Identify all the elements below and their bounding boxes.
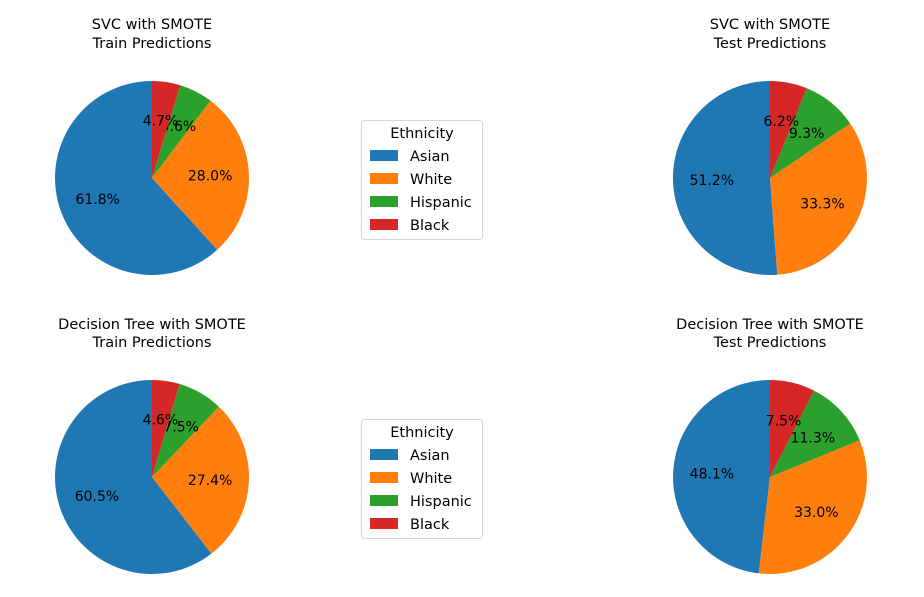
- legend-label-hispanic: Hispanic: [410, 195, 472, 211]
- legend-swatch-hispanic: [370, 196, 398, 207]
- pct-label-hispanic: 7.5%: [163, 420, 199, 436]
- pct-label-black: 7.5%: [766, 413, 802, 429]
- legend-swatch-hispanic: [370, 495, 398, 506]
- legend-swatch-black: [370, 518, 398, 529]
- legend-label-hispanic: Hispanic: [410, 494, 472, 510]
- pct-label-hispanic: 5.6%: [161, 119, 197, 135]
- pie-slice-asian: [54, 81, 218, 275]
- chart-title-line: Decision Tree with SMOTE: [58, 317, 246, 333]
- pie-slice-white: [152, 406, 249, 554]
- pct-label-black: 4.6%: [143, 412, 179, 428]
- chart-title-line: SVC with SMOTE: [710, 17, 830, 33]
- pie-slice-hispanic: [770, 390, 860, 477]
- pie-slice-hispanic: [152, 85, 211, 178]
- pie-chart-1: SVC with SMOTE Train Predictions 61.8% 28.0…: [54, 17, 249, 275]
- chart-title-line: Test Predictions: [713, 335, 827, 351]
- legend: Ethnicity Asian White Hispanic Black: [361, 120, 483, 240]
- pct-label-black: 6.2%: [763, 114, 799, 130]
- legend-label-asian: Asian: [410, 149, 450, 165]
- legend-swatch-asian: [370, 449, 398, 460]
- pct-label-white: 33.0%: [794, 505, 838, 521]
- chart-title-line: Train Predictions: [92, 335, 212, 351]
- pie-chart-3: Decision Tree with SMOTE Train Prediction…: [55, 317, 249, 575]
- pct-label-hispanic: 9.3%: [789, 126, 825, 142]
- pie-slice-hispanic: [770, 88, 851, 178]
- legend-label-white: White: [410, 172, 452, 188]
- pie-slice-black: [770, 81, 807, 178]
- pie-slice-white: [152, 100, 249, 250]
- pie-slice-asian: [672, 80, 778, 275]
- pie-slice-hispanic: [152, 384, 219, 477]
- pie-slice-asian: [55, 380, 212, 575]
- pct-label-black: 4.7%: [143, 113, 179, 129]
- pie-slice-white: [758, 440, 868, 574]
- legend: Ethnicity Asian White Hispanic Black: [361, 419, 483, 539]
- pie-chart-2: SVC with SMOTE Test Predictions 51.2% 33.3%…: [672, 17, 867, 275]
- legend-title: Ethnicity: [390, 126, 454, 142]
- chart-title-line: Test Predictions: [713, 36, 827, 52]
- legend-label-white: White: [410, 471, 452, 487]
- pie-slice-black: [152, 81, 181, 178]
- chart-title-line: SVC with SMOTE: [92, 17, 212, 33]
- pie-slice-black: [152, 380, 180, 477]
- pct-label-asian: 48.1%: [690, 467, 734, 483]
- pct-label-asian: 51.2%: [690, 173, 734, 189]
- pct-label-asian: 60.5%: [75, 489, 119, 505]
- legend-label-asian: Asian: [410, 448, 450, 464]
- pie-chart-4: Decision Tree with SMOTE Test Predictions…: [673, 317, 868, 574]
- pie-slice-black: [770, 379, 815, 477]
- pct-label-white: 28.0%: [188, 168, 232, 184]
- legend-swatch-black: [370, 219, 398, 230]
- legend-swatch-white: [370, 173, 398, 184]
- pct-label-white: 33.3%: [800, 196, 844, 212]
- pct-label-hispanic: 11.3%: [791, 431, 835, 447]
- legend-title: Ethnicity: [390, 425, 454, 441]
- legend-swatch-asian: [370, 150, 398, 161]
- legend-label-black: Black: [410, 517, 450, 533]
- legend-swatch-white: [370, 472, 398, 483]
- pie-slice-white: [770, 123, 867, 275]
- pct-label-white: 27.4%: [188, 473, 232, 489]
- pie-slice-asian: [673, 380, 770, 574]
- pct-label-asian: 61.8%: [75, 192, 119, 208]
- legend-label-black: Black: [410, 218, 450, 234]
- chart-title-line: Train Predictions: [92, 36, 212, 52]
- chart-title-line: Decision Tree with SMOTE: [676, 317, 864, 333]
